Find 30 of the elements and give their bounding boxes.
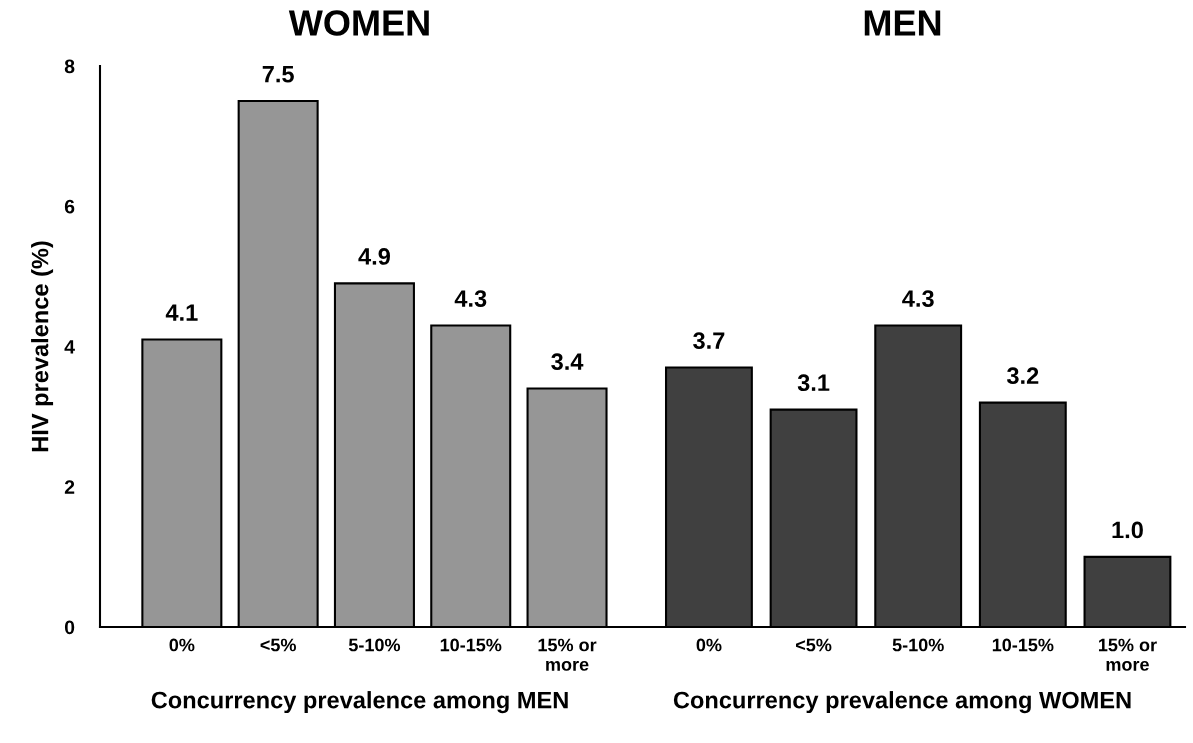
x-tick-label: 10-15% <box>440 638 502 652</box>
chart-title: MEN <box>864 10 941 36</box>
data-label: 1.0 <box>1112 521 1143 539</box>
y-tick-label: 2 <box>64 480 75 494</box>
x-tick-label: 15% or more <box>538 638 597 671</box>
y-tick-label: 0 <box>64 620 75 635</box>
chart-title: WOMEN <box>288 10 429 36</box>
x-tick-label: <5% <box>796 638 832 652</box>
x-tick-label: 5-10% <box>348 638 401 652</box>
x-tick-label: 5-10% <box>892 638 944 652</box>
x-tick-label: 10-15% <box>992 638 1054 652</box>
x-tick-label: 0% <box>696 638 722 652</box>
data-label: 4.1 <box>165 304 198 321</box>
data-label: 7.5 <box>262 66 294 83</box>
data-label: 3.4 <box>551 353 584 371</box>
data-label: 4.3 <box>902 290 934 307</box>
y-tick-label: 8 <box>64 59 75 74</box>
y-tick-label: 6 <box>64 199 75 214</box>
x-tick-label: 15% or more <box>1098 638 1157 671</box>
y-axis-title: HIV prevalence (%) <box>31 241 54 452</box>
y-tick-label: 4 <box>64 340 75 354</box>
x-axis-title: Concurrency prevalence among WOMEN <box>673 691 1131 714</box>
data-label: 3.7 <box>693 332 725 350</box>
x-tick-label: <5% <box>260 638 296 652</box>
data-label: 3.2 <box>1006 367 1039 385</box>
x-axis-title: Concurrency prevalence among MEN <box>151 691 568 714</box>
data-label: 3.1 <box>797 374 830 392</box>
data-label: 4.3 <box>454 290 487 307</box>
x-tick-label: 0% <box>169 638 195 652</box>
data-label: 4.9 <box>358 248 390 265</box>
